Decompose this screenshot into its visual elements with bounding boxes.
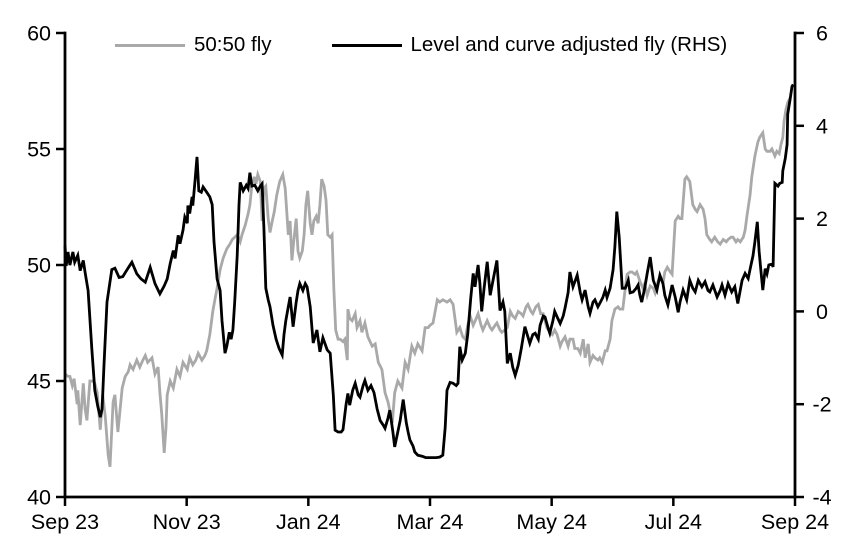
x-axis-tick-label: May 24 <box>516 510 587 534</box>
left-axis-tick-label: 40 <box>27 486 51 510</box>
x-axis-tick-label: Jul 24 <box>645 510 702 534</box>
left-axis-tick-label: 45 <box>27 370 51 394</box>
right-axis-tick-label: -2 <box>812 393 831 417</box>
legend-label-5050-fly: 50:50 fly <box>194 33 272 56</box>
x-axis-tick-label: Mar 24 <box>397 510 464 534</box>
legend-swatch-adjusted-fly <box>331 43 402 47</box>
legend-label-adjusted-fly: Level and curve adjusted fly (RHS) <box>410 33 728 56</box>
x-axis-tick-label: Jan 24 <box>276 510 341 534</box>
right-axis-tick-label: 4 <box>816 114 828 138</box>
right-axis-tick-label: 2 <box>816 207 828 231</box>
right-axis-tick-label: 0 <box>816 300 828 324</box>
right-axis-tick-label: -4 <box>812 486 831 510</box>
x-axis-tick-label: Sep 23 <box>31 510 99 534</box>
right-axis-tick-label: 6 <box>816 22 828 46</box>
series-line-0 <box>64 97 792 468</box>
x-axis-tick-label: Nov 23 <box>153 510 221 534</box>
legend-item-adjusted-fly: Level and curve adjusted fly (RHS) <box>331 32 728 58</box>
x-axis-tick-label: Sep 24 <box>761 510 829 534</box>
left-axis-tick-label: 60 <box>27 22 51 46</box>
legend: 50:50 fly Level and curve adjusted fly (… <box>115 32 727 58</box>
left-axis-tick-label: 50 <box>27 254 51 278</box>
left-axis-tick-label: 55 <box>27 138 51 162</box>
legend-swatch-5050-fly <box>115 43 185 47</box>
series-line-1 <box>63 83 795 460</box>
legend-item-5050-fly: 50:50 fly <box>115 32 272 58</box>
